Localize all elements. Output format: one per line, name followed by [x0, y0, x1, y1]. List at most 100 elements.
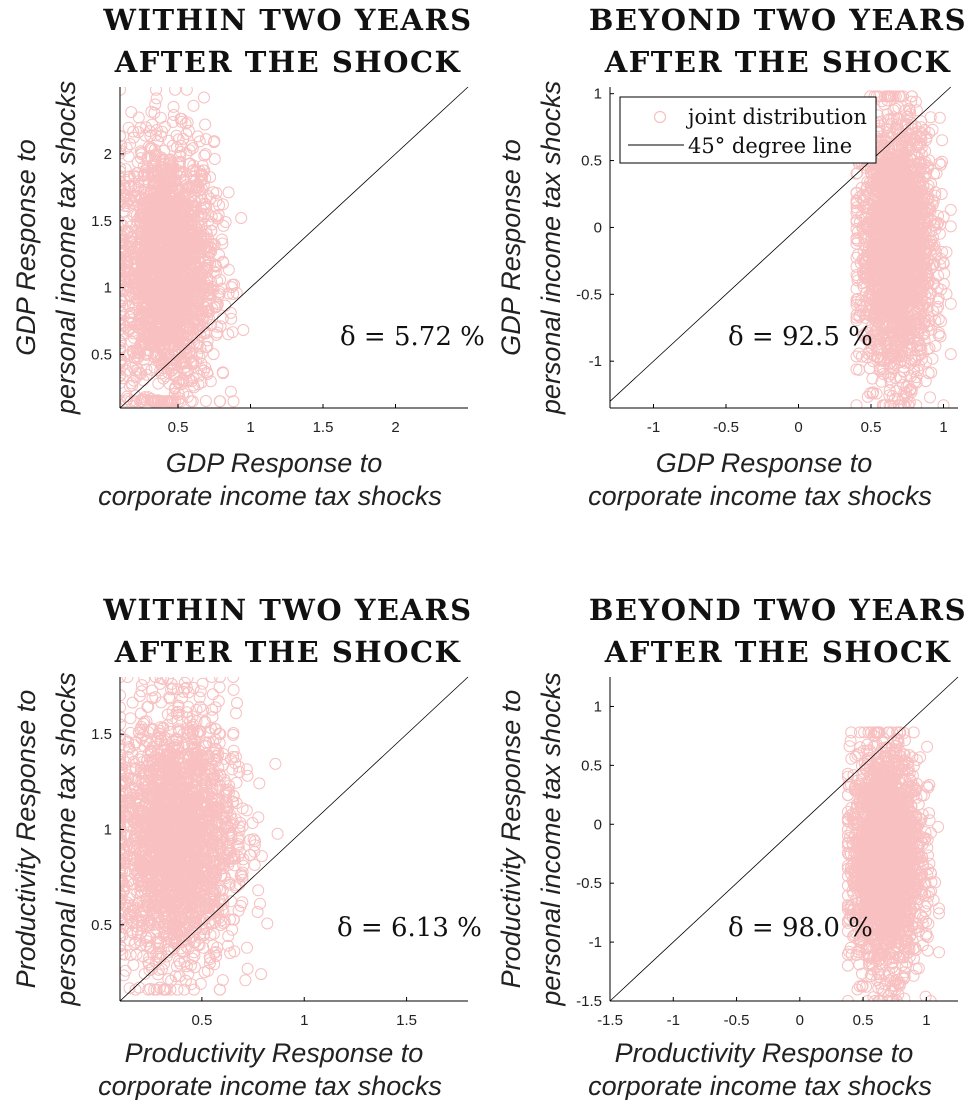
scatter-point	[164, 292, 177, 305]
scatter-point	[136, 310, 149, 323]
scatter-point	[177, 132, 190, 145]
scatter-point	[919, 278, 932, 291]
scatter-point	[886, 307, 899, 320]
scatter-point	[913, 226, 926, 239]
scatter-point	[127, 245, 140, 258]
scatter-point	[891, 162, 904, 175]
scatter-point	[130, 281, 143, 294]
scatter-point	[120, 335, 126, 347]
scatter-point	[187, 379, 200, 392]
scatter-point	[867, 348, 880, 361]
scatter-point	[884, 220, 897, 232]
scatter-point	[176, 336, 189, 348]
scatter-point	[182, 158, 195, 170]
scatter-point	[149, 321, 161, 333]
scatter-point	[120, 372, 129, 385]
scatter-point	[152, 256, 165, 269]
scatter-point	[201, 279, 214, 292]
scatter-point	[200, 133, 212, 146]
x-tick-label: 0.5	[861, 419, 882, 436]
scatter-point	[866, 372, 879, 385]
scatter-point	[906, 217, 919, 230]
legend-box	[619, 96, 877, 164]
scatter-point	[120, 129, 126, 142]
scatter-point	[181, 179, 193, 192]
scatter-point	[927, 231, 939, 244]
scatter-point	[199, 395, 212, 407]
scatter-point	[201, 258, 213, 271]
x-axis-label-line: corporate income tax shocks	[98, 481, 442, 511]
scatter-point	[901, 110, 914, 123]
scatter-point	[918, 258, 931, 271]
scatter-point	[918, 192, 931, 205]
x-tick-label: 1	[246, 419, 254, 436]
scatter-point	[880, 319, 893, 332]
scatter-point	[195, 376, 208, 389]
y-tick-label: 2	[104, 146, 112, 163]
scatter-point	[120, 341, 126, 354]
scatter-point	[893, 164, 906, 177]
scatter-point	[208, 153, 221, 165]
scatter-point	[913, 359, 925, 372]
scatter-point	[140, 287, 153, 300]
legend-entry: 45° degree line	[688, 134, 852, 158]
scatter-point	[202, 215, 215, 228]
scatter-point	[896, 280, 909, 293]
scatter-point	[147, 327, 159, 340]
scatter-point	[146, 160, 159, 173]
scatter-point	[905, 121, 918, 134]
scatter-point	[944, 203, 957, 216]
scatter-point	[876, 361, 889, 374]
scatter-point	[199, 148, 212, 161]
scatter-point	[120, 165, 126, 178]
scatter-point	[175, 112, 188, 125]
diagonal-line	[609, 86, 952, 402]
scatter-point	[120, 144, 126, 157]
scatter-point	[136, 322, 149, 335]
scatter-point	[177, 356, 190, 369]
scatter-point	[120, 182, 126, 194]
scatter-point	[934, 158, 947, 171]
scatter-point	[179, 332, 192, 345]
scatter-point	[901, 328, 914, 341]
scatter-point	[176, 302, 189, 315]
scatter-point	[204, 375, 217, 388]
scatter-point	[871, 301, 884, 314]
scatter-point	[928, 257, 941, 270]
scatter-point	[201, 334, 214, 347]
scatter-point	[193, 350, 206, 363]
x-tick-label: 1	[939, 419, 947, 436]
chart-title-line: AFTER THE SHOCK	[114, 45, 462, 79]
scatter-point	[892, 168, 905, 181]
scatter-point	[905, 386, 918, 399]
scatter-point	[142, 227, 155, 240]
scatter-point	[154, 190, 167, 203]
scatter-point	[129, 183, 142, 196]
scatter-point	[222, 186, 235, 199]
scatter-point	[135, 148, 148, 161]
scatter-point	[164, 395, 177, 408]
scatter-point	[146, 170, 159, 183]
scatter-point	[158, 260, 171, 273]
scatter-point	[937, 399, 950, 408]
scatter-point	[874, 243, 887, 256]
scatter-cloud	[120, 677, 284, 996]
scatter-point	[873, 307, 886, 320]
scatter-point	[178, 173, 191, 186]
scatter-point	[206, 218, 218, 231]
scatter-point	[138, 168, 151, 181]
chart-title-line: BEYOND TWO YEARS	[589, 3, 967, 37]
scatter-point	[200, 341, 213, 354]
scatter-point	[237, 324, 250, 336]
scatter-point	[944, 220, 957, 233]
scatter-point	[910, 158, 923, 171]
scatter-point	[120, 216, 126, 229]
scatter-point	[920, 131, 933, 144]
scatter-point	[185, 256, 198, 269]
scatter-point	[121, 197, 134, 210]
scatter-point	[887, 223, 900, 236]
scatter-point	[134, 228, 147, 241]
scatter-point	[125, 290, 138, 303]
scatter-point	[850, 167, 863, 180]
